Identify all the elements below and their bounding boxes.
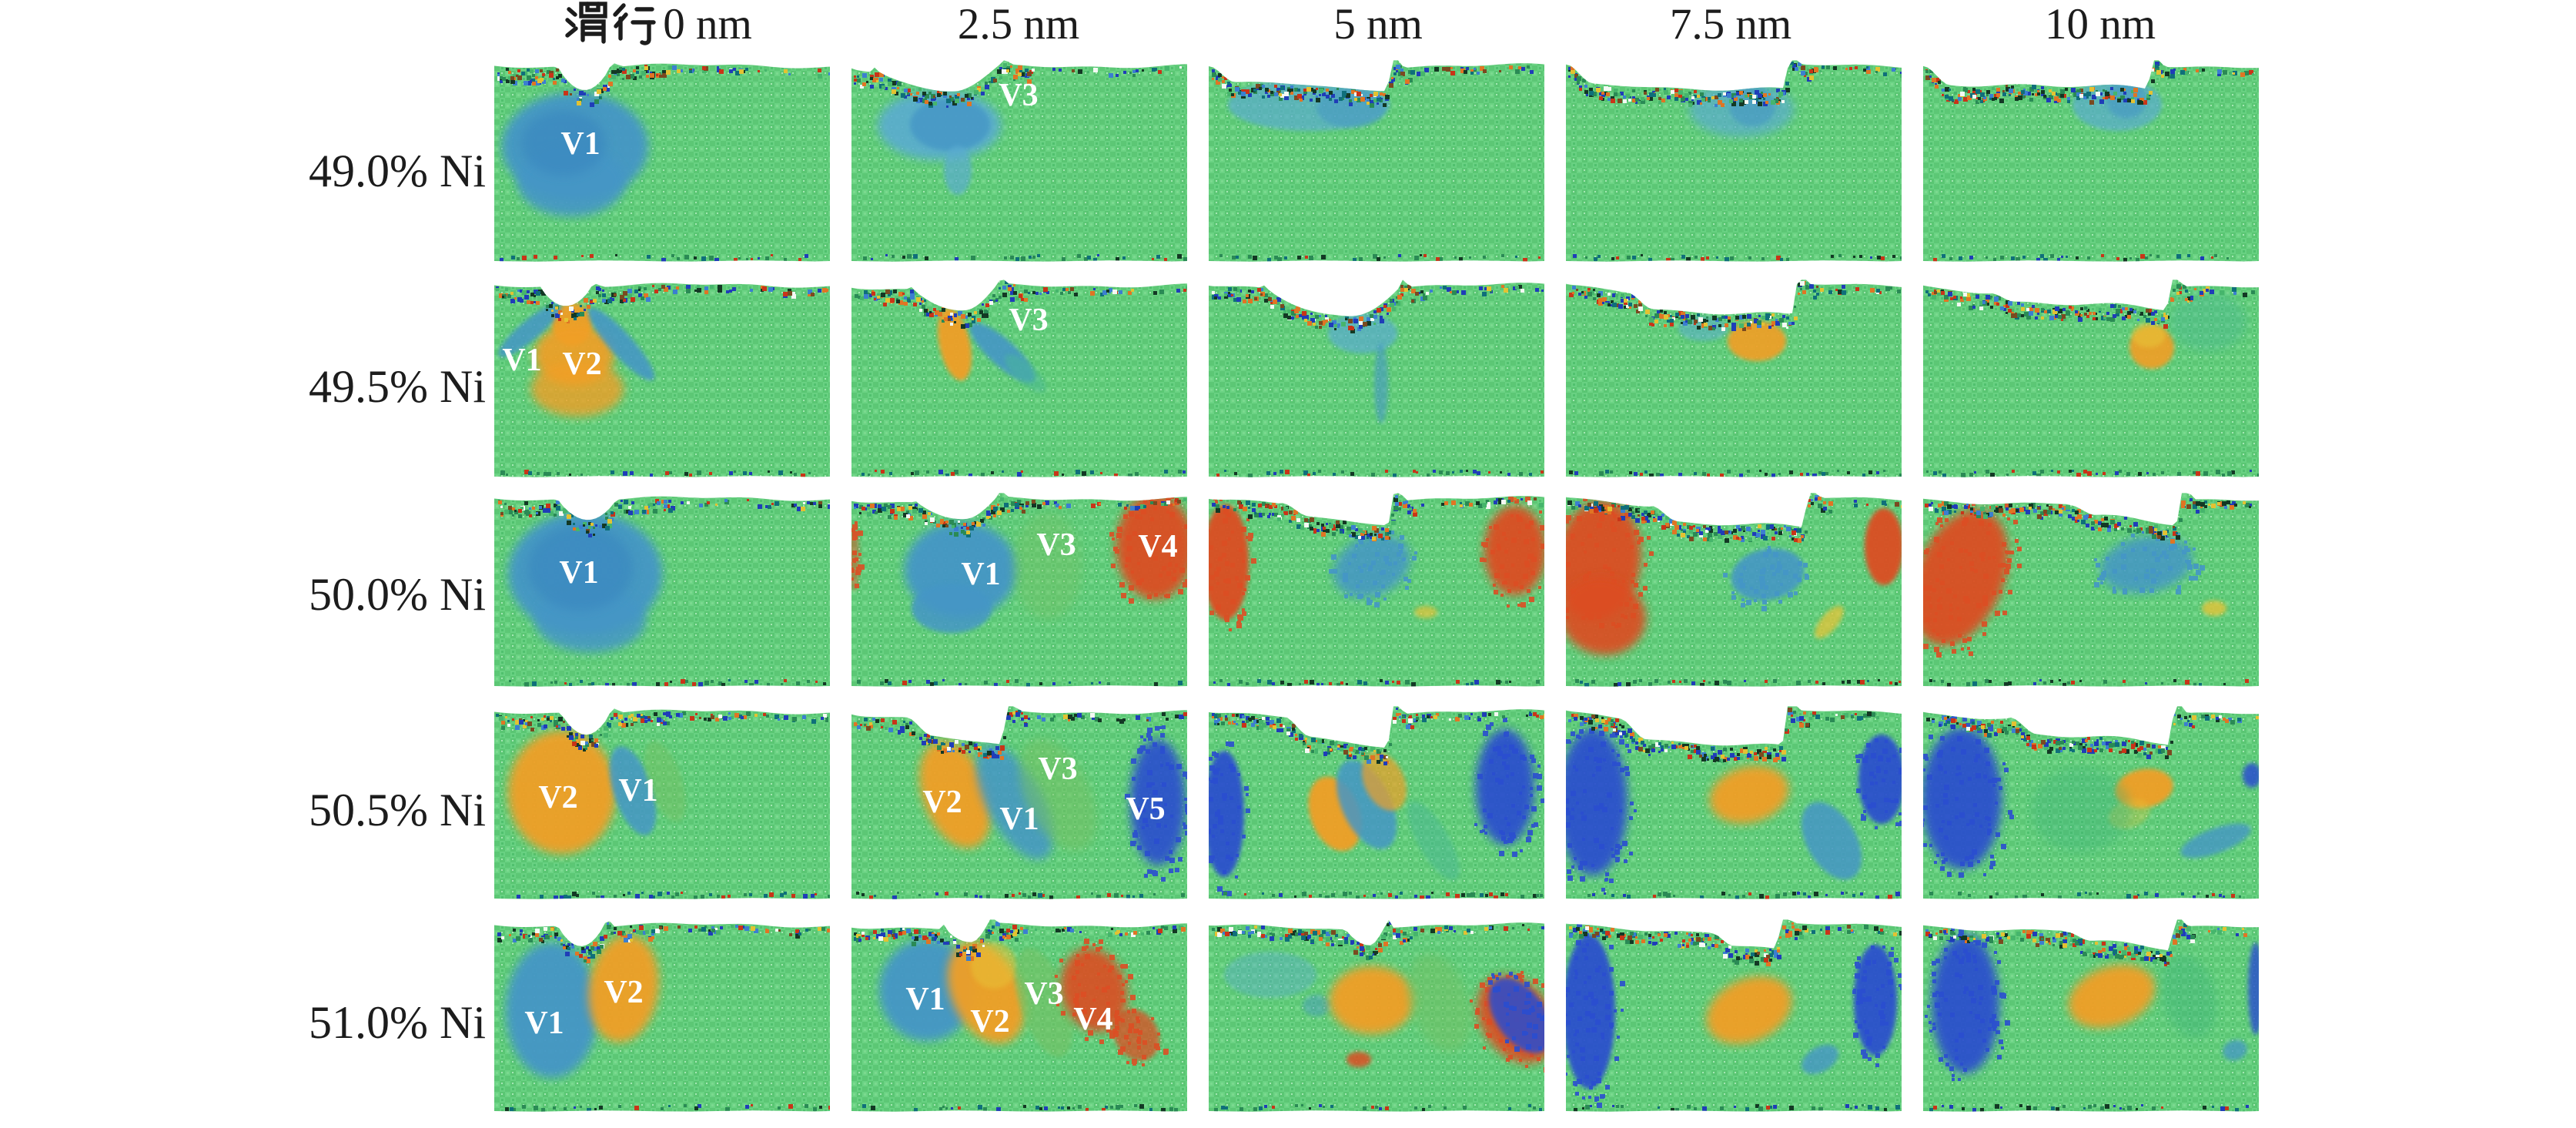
svg-text:V4: V4: [1073, 1002, 1112, 1037]
svg-text:V1: V1: [560, 126, 600, 162]
svg-text:V3: V3: [999, 78, 1038, 113]
svg-text:49.0% Ni: 49.0% Ni: [309, 146, 486, 196]
svg-text:V1: V1: [524, 1006, 564, 1041]
svg-text:V1: V1: [961, 557, 1000, 592]
svg-text:0 nm: 0 nm: [663, 0, 752, 49]
svg-text:49.5% Ni: 49.5% Ni: [309, 361, 486, 412]
svg-text:V3: V3: [1009, 303, 1048, 338]
svg-text:V3: V3: [1024, 976, 1063, 1012]
svg-text:50.5% Ni: 50.5% Ni: [309, 785, 486, 835]
svg-text:2.5 nm: 2.5 nm: [958, 0, 1079, 49]
svg-text:5 nm: 5 nm: [1333, 0, 1423, 49]
svg-text:7.5 nm: 7.5 nm: [1670, 0, 1791, 49]
svg-text:V4: V4: [1138, 529, 1177, 564]
svg-text:V3: V3: [1036, 527, 1076, 563]
svg-text:V2: V2: [970, 1004, 1009, 1039]
svg-text:V1: V1: [502, 343, 541, 378]
svg-text:50.0% Ni: 50.0% Ni: [309, 569, 486, 620]
svg-text:V1: V1: [559, 555, 598, 591]
svg-text:51.0% Ni: 51.0% Ni: [309, 997, 486, 1048]
svg-text:V2: V2: [562, 346, 601, 382]
svg-text:V2: V2: [922, 785, 962, 820]
svg-text:V1: V1: [618, 773, 657, 808]
svg-text:V3: V3: [1038, 751, 1077, 787]
svg-text:V1: V1: [999, 802, 1039, 837]
svg-text:V2: V2: [538, 780, 577, 815]
svg-text:V2: V2: [604, 975, 643, 1010]
svg-text:10 nm: 10 nm: [2045, 0, 2156, 49]
svg-text:V5: V5: [1126, 792, 1165, 827]
svg-text:V1: V1: [905, 982, 945, 1017]
